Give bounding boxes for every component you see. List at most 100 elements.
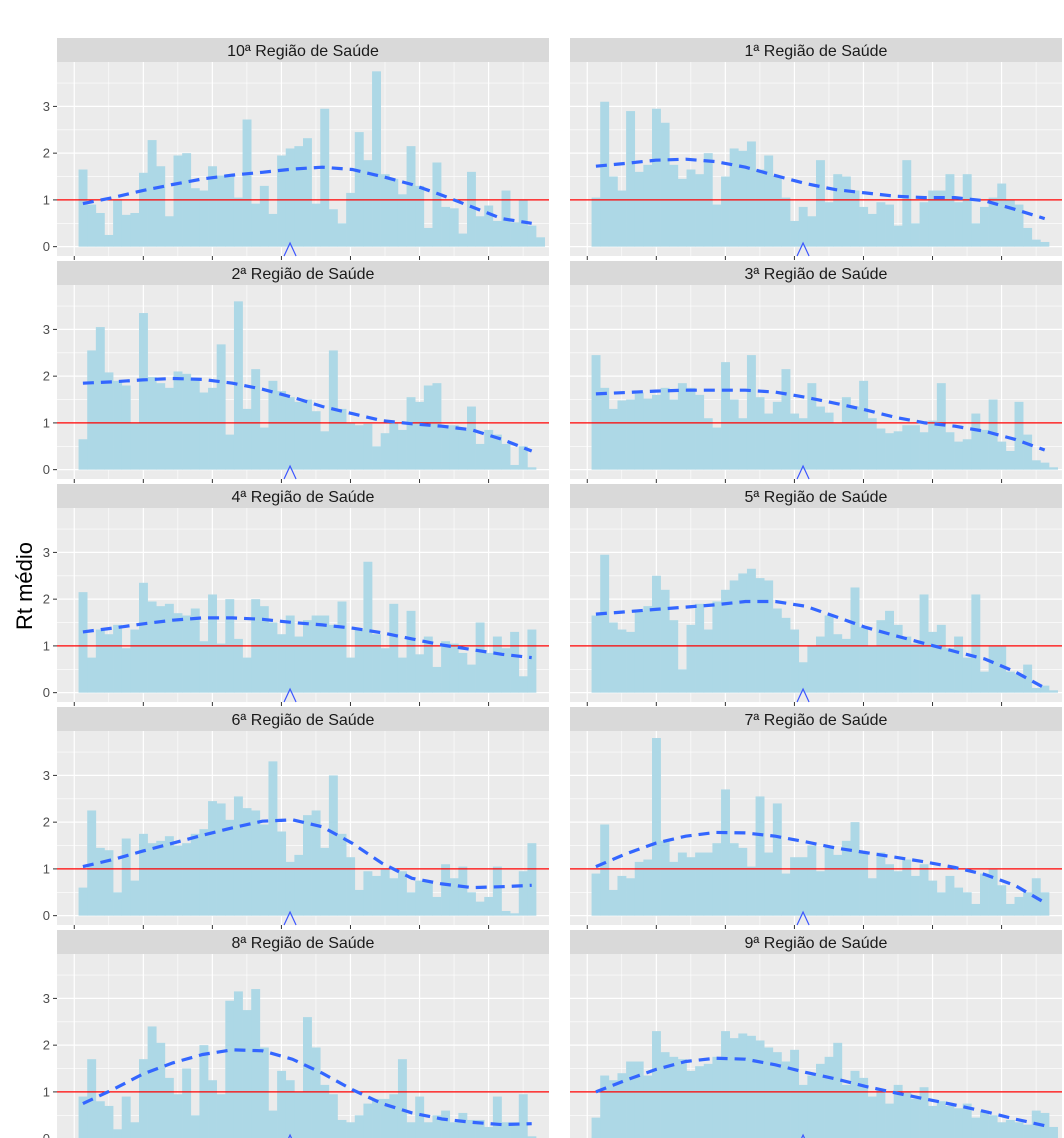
bar <box>626 399 636 470</box>
bar <box>910 643 920 693</box>
bar <box>729 843 739 916</box>
bar <box>807 383 817 470</box>
bar <box>95 212 105 247</box>
bar <box>764 580 774 693</box>
bar <box>277 391 287 470</box>
bar <box>971 1117 981 1138</box>
bar <box>643 398 653 470</box>
bar <box>303 815 312 916</box>
bar <box>816 636 825 693</box>
bar <box>703 1063 713 1138</box>
bar <box>484 652 494 693</box>
bar <box>268 213 278 247</box>
bar <box>147 843 157 916</box>
bar <box>130 212 140 247</box>
bar <box>328 1094 338 1138</box>
bar <box>997 441 1007 470</box>
bar <box>147 140 157 247</box>
bar <box>997 645 1007 693</box>
y-tick-label: 3 <box>43 545 50 560</box>
bar <box>1040 892 1050 916</box>
bar <box>233 301 243 470</box>
bar <box>867 1096 877 1138</box>
bar <box>1005 450 1015 470</box>
bar <box>164 216 174 247</box>
bar <box>997 885 1007 916</box>
bar <box>1040 462 1050 470</box>
bar <box>251 203 261 247</box>
bar <box>441 1110 451 1138</box>
y-tick-label: 2 <box>43 369 50 384</box>
bar <box>824 412 834 470</box>
panel-title: 8ª Região de Saúde <box>232 935 375 952</box>
marker-caret <box>796 910 810 926</box>
bar <box>415 654 425 693</box>
bar <box>328 775 338 916</box>
bar <box>527 629 537 693</box>
bar <box>807 1075 817 1138</box>
bar <box>311 615 321 693</box>
bar <box>320 108 330 247</box>
bar <box>346 857 356 916</box>
bar <box>850 1070 860 1138</box>
bar <box>208 801 217 916</box>
bar <box>634 861 644 916</box>
bar <box>798 418 808 470</box>
bar <box>669 620 679 693</box>
bar <box>695 852 705 916</box>
y-tick-label: 0 <box>43 462 50 477</box>
y-tick-label: 2 <box>43 1038 50 1053</box>
panel-strip <box>570 261 1062 285</box>
bar <box>518 676 528 693</box>
bar <box>738 573 748 693</box>
bar <box>346 1122 356 1138</box>
bar <box>790 629 800 693</box>
bar <box>634 610 644 693</box>
bar <box>790 413 800 470</box>
bar <box>449 878 459 916</box>
bar <box>432 896 442 916</box>
bar <box>458 652 468 693</box>
bar <box>527 843 537 916</box>
bar <box>216 344 226 470</box>
bar <box>432 1115 442 1138</box>
bar <box>712 204 722 247</box>
bar <box>251 989 261 1138</box>
bar <box>954 441 964 470</box>
bar <box>772 401 782 470</box>
bar <box>277 634 287 693</box>
bar <box>510 222 520 247</box>
bar <box>501 1122 511 1138</box>
bar <box>1014 1122 1024 1138</box>
bar <box>389 422 399 470</box>
bar <box>139 1059 148 1138</box>
bar <box>225 819 235 916</box>
bar <box>389 1094 399 1138</box>
bar <box>78 592 88 693</box>
bar <box>841 397 851 470</box>
bar <box>285 615 295 693</box>
bar <box>928 420 938 470</box>
bar <box>876 428 886 470</box>
bar <box>208 594 217 693</box>
bar <box>380 648 390 693</box>
bar <box>449 643 459 693</box>
bar <box>397 871 407 916</box>
bar <box>746 1035 756 1138</box>
trend-line <box>82 1048 532 1127</box>
bar <box>746 355 756 470</box>
bar <box>600 387 610 470</box>
bar <box>816 1063 825 1138</box>
bar <box>746 866 756 916</box>
panel-title: 7ª Região de Saúde <box>745 712 888 729</box>
bar <box>833 854 843 916</box>
panel-strip <box>570 707 1062 731</box>
bar <box>104 850 114 916</box>
bar <box>746 141 756 247</box>
bar <box>397 1059 407 1138</box>
panel-strip <box>57 38 549 62</box>
bar <box>139 582 148 693</box>
bar <box>346 422 356 470</box>
bar <box>87 657 97 693</box>
bar <box>389 178 399 247</box>
